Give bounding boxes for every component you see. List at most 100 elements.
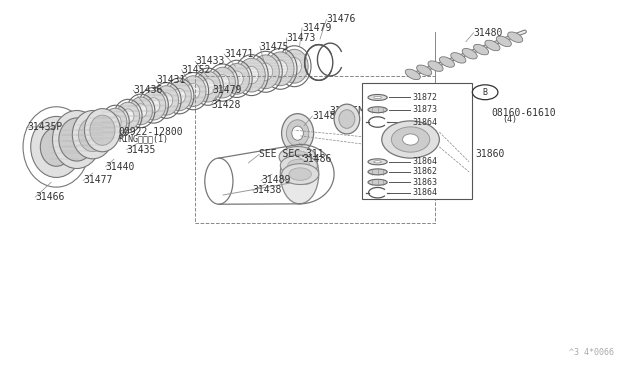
Ellipse shape <box>368 179 387 185</box>
Ellipse shape <box>273 60 287 77</box>
Text: 08160-61610: 08160-61610 <box>492 109 556 118</box>
Ellipse shape <box>279 147 316 167</box>
Ellipse shape <box>129 97 152 125</box>
Bar <box>362 83 472 199</box>
Ellipse shape <box>91 115 114 142</box>
Text: 00922-12800: 00922-12800 <box>118 127 183 137</box>
Text: 31864: 31864 <box>413 118 438 126</box>
Ellipse shape <box>428 61 443 71</box>
Ellipse shape <box>97 121 108 135</box>
Ellipse shape <box>287 120 309 147</box>
Text: 31477: 31477 <box>83 176 113 185</box>
Text: 31480: 31480 <box>474 28 503 38</box>
Ellipse shape <box>84 128 95 142</box>
Text: (4): (4) <box>502 115 517 124</box>
Ellipse shape <box>65 126 89 155</box>
Text: 31486: 31486 <box>302 154 332 164</box>
Ellipse shape <box>109 115 121 129</box>
Ellipse shape <box>167 81 191 111</box>
Text: 31440: 31440 <box>106 162 135 171</box>
Ellipse shape <box>154 86 179 115</box>
Ellipse shape <box>70 133 83 148</box>
Ellipse shape <box>40 128 72 166</box>
Ellipse shape <box>282 164 319 185</box>
Text: 31471: 31471 <box>224 49 253 59</box>
Text: 31872: 31872 <box>413 93 438 102</box>
Text: 31479: 31479 <box>212 85 242 95</box>
Text: 31875M: 31875M <box>330 106 365 116</box>
Text: 31489: 31489 <box>261 176 291 185</box>
Ellipse shape <box>496 36 511 46</box>
Ellipse shape <box>90 115 115 145</box>
Ellipse shape <box>160 93 173 108</box>
Ellipse shape <box>280 155 317 176</box>
Ellipse shape <box>280 144 319 204</box>
Ellipse shape <box>440 57 454 67</box>
Ellipse shape <box>417 65 432 76</box>
Ellipse shape <box>230 71 243 87</box>
Ellipse shape <box>405 69 420 80</box>
Ellipse shape <box>51 131 77 163</box>
Text: 31452: 31452 <box>182 65 211 75</box>
Ellipse shape <box>368 159 387 165</box>
Ellipse shape <box>104 108 127 136</box>
Ellipse shape <box>122 109 134 123</box>
Ellipse shape <box>368 107 387 113</box>
Text: 31433: 31433 <box>195 57 225 66</box>
Text: 31466: 31466 <box>35 192 65 202</box>
Ellipse shape <box>485 40 500 51</box>
Text: 31860: 31860 <box>475 150 504 159</box>
Ellipse shape <box>267 52 294 86</box>
Text: 31436: 31436 <box>133 85 163 95</box>
Ellipse shape <box>368 94 387 100</box>
Ellipse shape <box>173 89 186 103</box>
Text: 31435: 31435 <box>127 145 156 154</box>
Text: 31438: 31438 <box>253 186 282 195</box>
Ellipse shape <box>135 104 147 118</box>
Ellipse shape <box>368 169 387 175</box>
Ellipse shape <box>508 32 523 42</box>
Text: 31475: 31475 <box>260 42 289 51</box>
Ellipse shape <box>78 121 101 148</box>
Ellipse shape <box>141 90 166 120</box>
Ellipse shape <box>79 118 107 152</box>
Ellipse shape <box>288 159 310 172</box>
Ellipse shape <box>289 168 312 180</box>
Text: 31479: 31479 <box>302 23 332 33</box>
Ellipse shape <box>474 44 488 55</box>
Ellipse shape <box>210 67 236 98</box>
Ellipse shape <box>31 116 82 177</box>
Ellipse shape <box>282 114 314 153</box>
Text: 31431: 31431 <box>156 75 186 85</box>
Ellipse shape <box>216 75 229 90</box>
Text: 31435P: 31435P <box>27 122 62 132</box>
Text: 31864: 31864 <box>413 188 438 197</box>
Ellipse shape <box>292 126 303 140</box>
Ellipse shape <box>59 118 95 161</box>
Ellipse shape <box>52 110 101 169</box>
Ellipse shape <box>381 121 439 158</box>
Text: 31476: 31476 <box>326 15 356 24</box>
Ellipse shape <box>334 104 360 134</box>
Text: ^3 4*0066: ^3 4*0066 <box>570 348 614 357</box>
Ellipse shape <box>252 55 279 89</box>
Ellipse shape <box>224 64 250 94</box>
Ellipse shape <box>374 161 381 163</box>
Text: 31473: 31473 <box>287 33 316 43</box>
Text: 31428: 31428 <box>211 100 241 110</box>
Ellipse shape <box>116 102 140 130</box>
Ellipse shape <box>281 49 308 83</box>
Ellipse shape <box>287 58 301 75</box>
Text: SEE SEC.311: SEE SEC.311 <box>259 150 324 159</box>
Ellipse shape <box>391 127 430 152</box>
Ellipse shape <box>202 79 214 94</box>
Text: 31863: 31863 <box>413 178 438 187</box>
Ellipse shape <box>195 71 221 102</box>
Ellipse shape <box>403 134 419 145</box>
Ellipse shape <box>58 139 70 155</box>
Ellipse shape <box>147 98 160 113</box>
Ellipse shape <box>84 109 120 152</box>
Ellipse shape <box>374 96 381 99</box>
Ellipse shape <box>259 63 273 80</box>
Text: B: B <box>483 88 488 97</box>
